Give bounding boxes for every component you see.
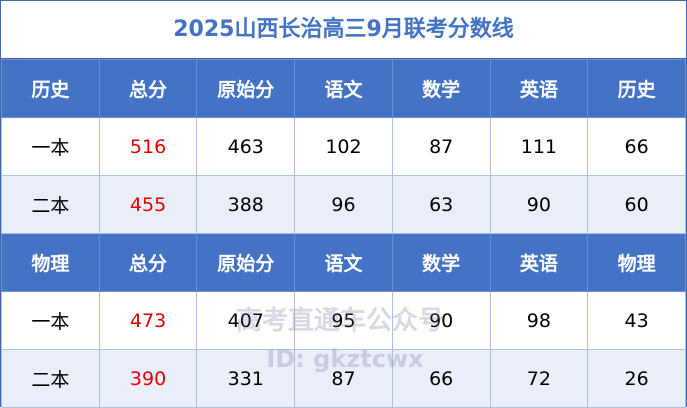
column-header: 原始分 [196,233,296,292]
table-title: 2025山西长治高三9月联考分数线 [1,1,686,59]
header-row: 物理 总分 原始分 语文 数学 英语 物理 [1,233,686,292]
column-header: 数学 [391,59,491,118]
score-cell: 87 [294,349,393,408]
score-cell: 102 [294,117,393,176]
column-header: 数学 [391,233,491,292]
score-cell: 90 [489,175,589,234]
total-score-cell: 516 [98,117,198,176]
score-cell: 66 [587,117,686,176]
score-cell: 463 [196,117,296,176]
column-header: 原始分 [196,59,296,118]
score-cell: 72 [489,349,589,408]
column-header: 总分 [98,59,198,118]
column-header: 历史 [1,59,100,118]
score-table: 历史 总分 原始分 语文 数学 英语 历史 一本 516 463 102 87 111 66 二本 455 38… [1,59,686,408]
column-header: 英语 [489,59,589,118]
score-cell: 407 [196,291,296,350]
score-cell: 87 [391,117,491,176]
score-cell: 388 [196,175,296,234]
total-score-cell: 473 [98,291,198,350]
score-cell: 90 [391,291,491,350]
header-row: 历史 总分 原始分 语文 数学 英语 历史 [1,59,686,118]
score-cell: 98 [489,291,589,350]
total-score-cell: 455 [98,175,198,234]
table-row: 一本 516 463 102 87 111 66 [1,117,686,176]
score-cell: 96 [294,175,393,234]
score-cell: 43 [587,291,686,350]
row-label: 一本 [1,291,100,350]
score-cell: 111 [489,117,589,176]
column-header: 语文 [294,59,393,118]
column-header: 语文 [294,233,393,292]
column-header: 总分 [98,233,198,292]
row-label: 二本 [1,349,100,408]
score-cell: 66 [391,349,491,408]
score-cell: 60 [587,175,686,234]
column-header: 历史 [587,59,686,118]
table-row: 二本 390 331 87 66 72 26 [1,349,686,408]
score-cell: 26 [587,349,686,408]
score-cell: 63 [391,175,491,234]
row-label: 二本 [1,175,100,234]
table-row: 一本 473 407 95 90 98 43 [1,291,686,350]
table-row: 二本 455 388 96 63 90 60 [1,175,686,234]
column-header: 英语 [489,233,589,292]
score-cell: 331 [196,349,296,408]
row-label: 一本 [1,117,100,176]
column-header: 物理 [1,233,100,292]
total-score-cell: 390 [98,349,198,408]
score-cell: 95 [294,291,393,350]
column-header: 物理 [587,233,686,292]
